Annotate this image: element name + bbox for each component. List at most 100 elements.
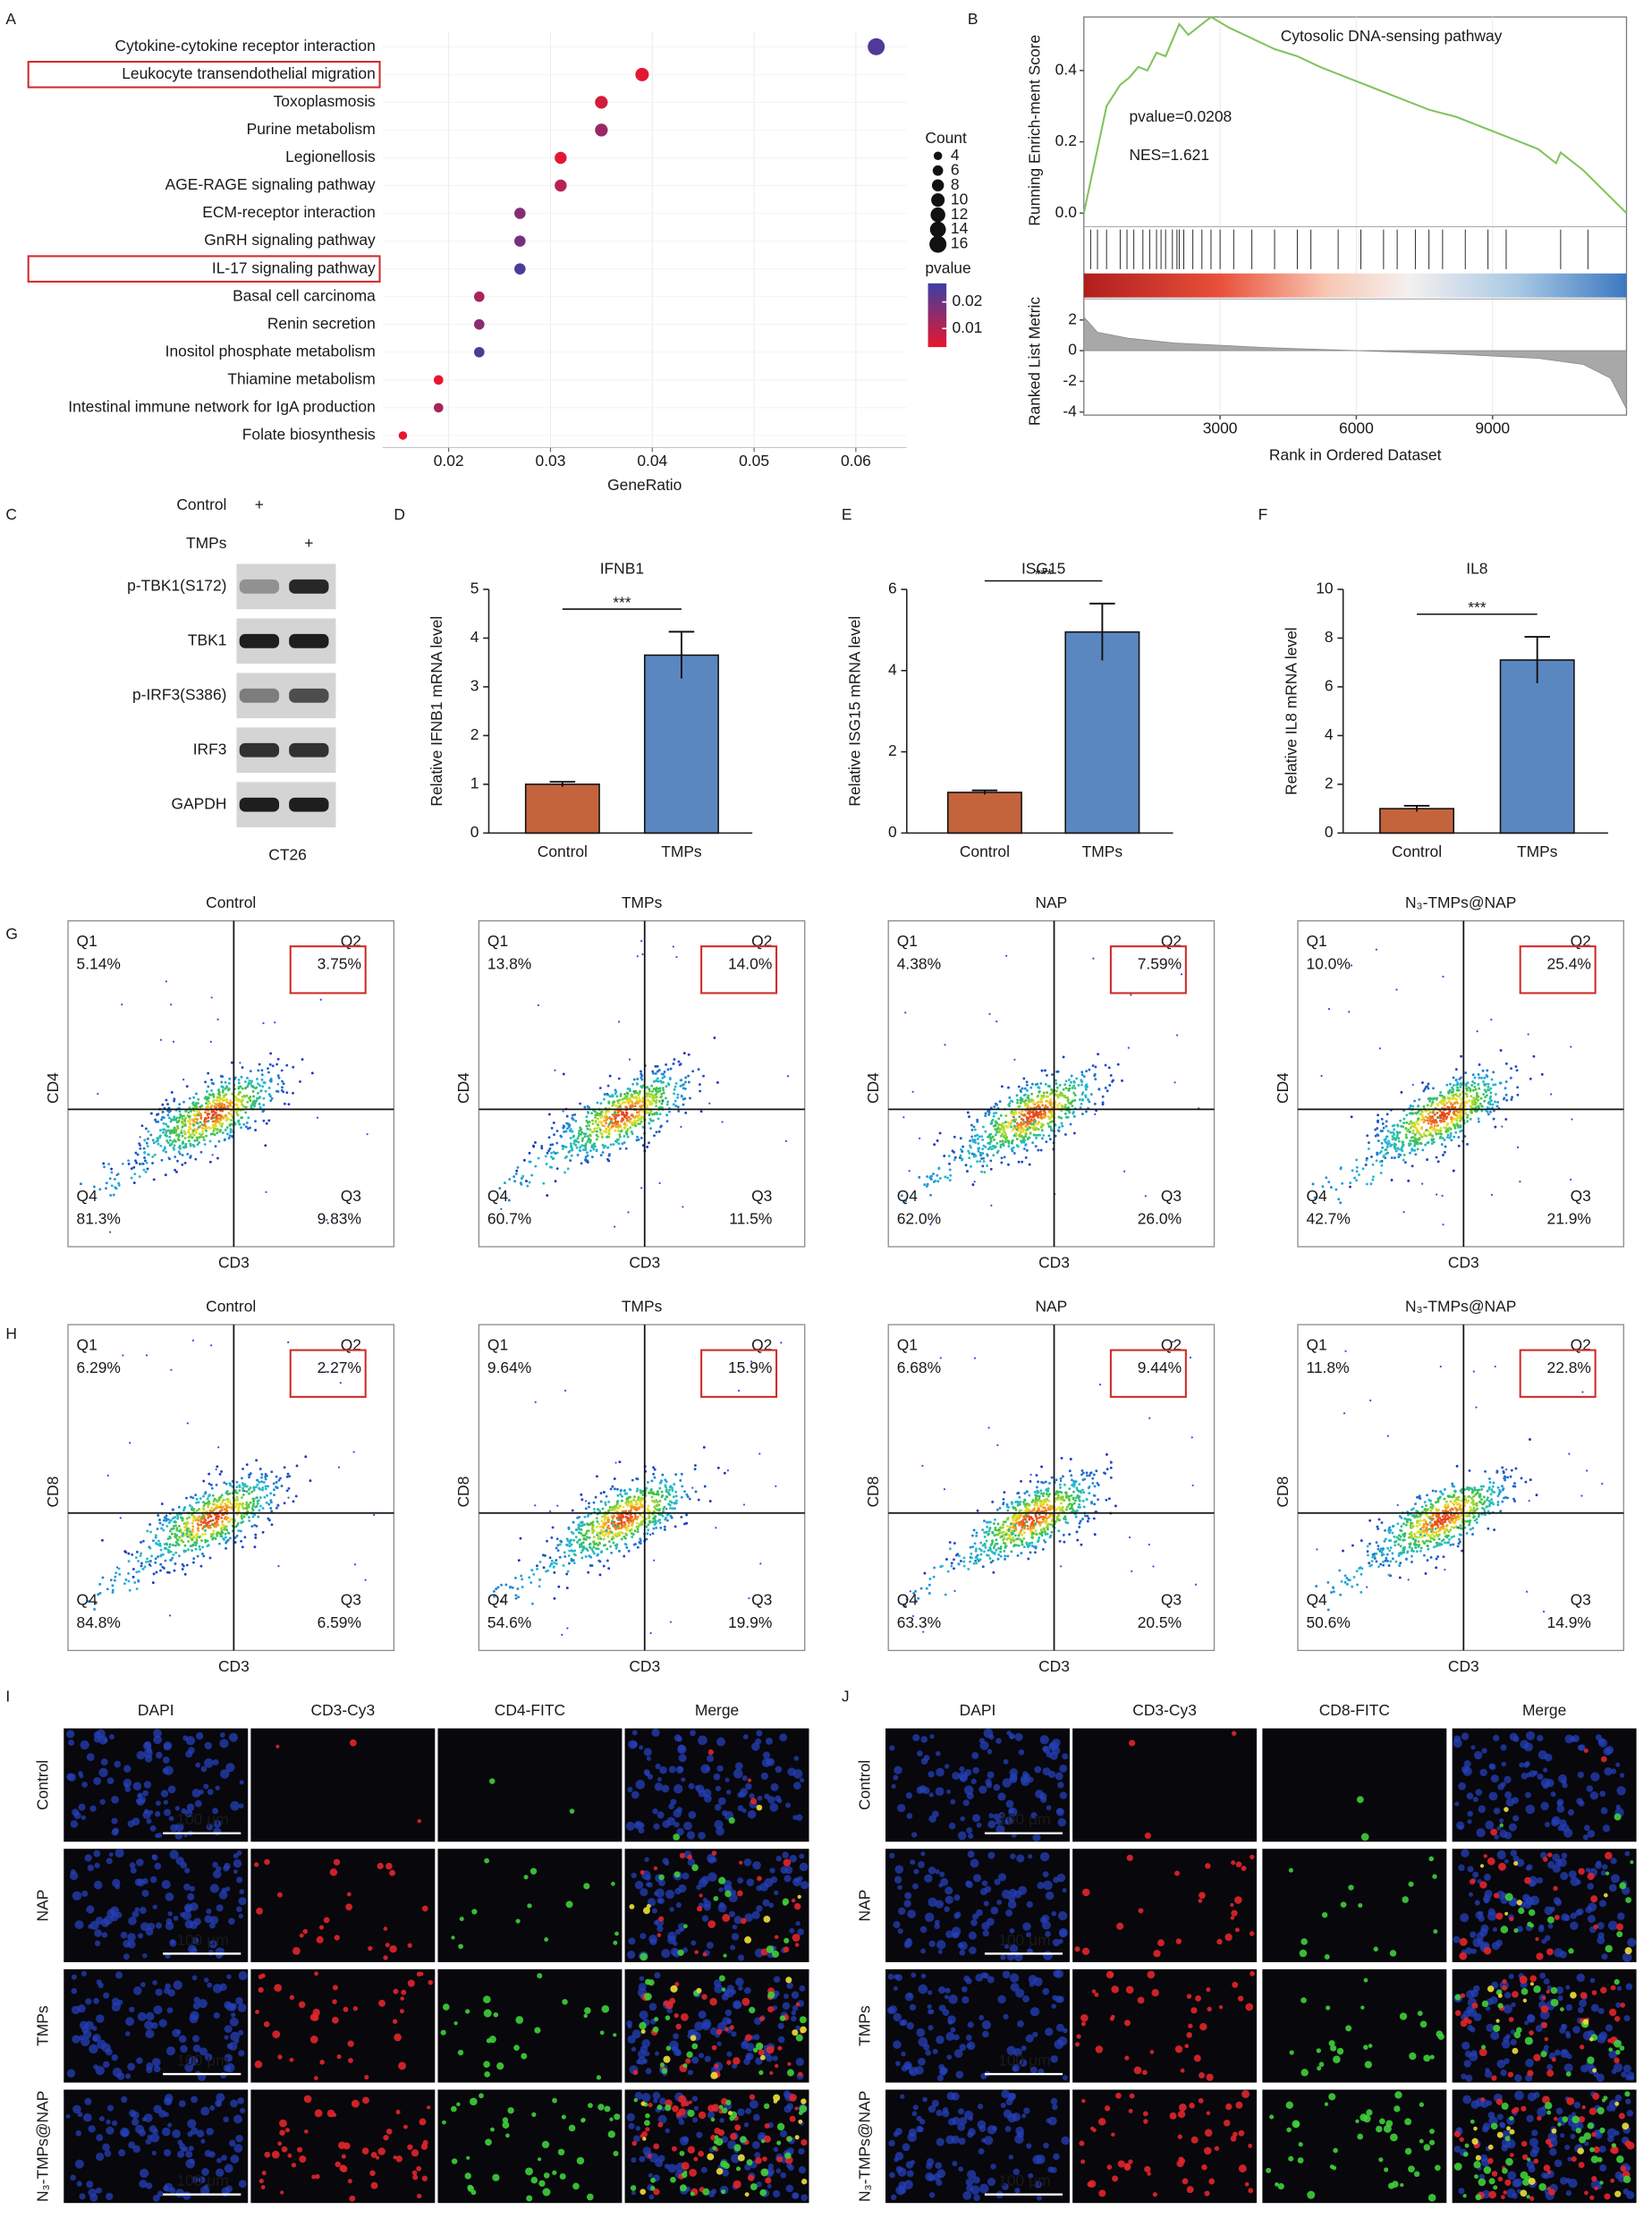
- cell-event: [1024, 1103, 1027, 1105]
- cell-event: [1051, 1073, 1054, 1076]
- cell-event: [246, 1463, 249, 1466]
- cell-event: [565, 1544, 568, 1546]
- cell-event: [1043, 1092, 1046, 1095]
- cell-event: [236, 1100, 239, 1103]
- cell-event: [1383, 1127, 1385, 1130]
- cell-event: [600, 1116, 603, 1119]
- cell-event: [174, 1169, 176, 1172]
- cell-event: [187, 1130, 190, 1133]
- cell-event: [597, 1537, 599, 1539]
- cell-event: [258, 1063, 261, 1066]
- cell-event: [647, 1481, 649, 1484]
- cell-event: [584, 1516, 587, 1519]
- cell-event: [1514, 1065, 1517, 1068]
- cell-event: [517, 1596, 520, 1598]
- cell-event: [210, 1536, 213, 1538]
- cell-event: [167, 1130, 170, 1132]
- cell-event: [1024, 1125, 1027, 1128]
- cell-event: [607, 1533, 610, 1536]
- cell-event: [1427, 1117, 1429, 1120]
- cell-event: [664, 1076, 666, 1079]
- cell-event: [585, 1555, 588, 1558]
- cell-event: [132, 1166, 135, 1169]
- cell-event: [1349, 1181, 1351, 1184]
- cell-event: [159, 1145, 162, 1147]
- cell-event: [1072, 1085, 1075, 1088]
- cell-event: [565, 1122, 568, 1125]
- cell-event: [217, 1446, 219, 1448]
- cell-event: [214, 1133, 216, 1136]
- cell-event: [677, 1110, 680, 1113]
- cell-event: [197, 1523, 199, 1526]
- cell-event: [684, 1080, 687, 1083]
- cell-event: [1070, 1081, 1072, 1084]
- cell-event: [990, 1205, 992, 1206]
- cell-event: [1490, 1091, 1493, 1094]
- cell-event: [1397, 1137, 1400, 1139]
- cell-event: [1483, 1077, 1486, 1079]
- cell-event: [241, 1101, 243, 1104]
- cell-event: [1480, 1097, 1483, 1100]
- cell-event: [1471, 1080, 1474, 1083]
- cell-event: [1021, 1528, 1023, 1531]
- cell-event: [281, 1089, 284, 1092]
- x-tick-label: TMPs: [1082, 842, 1123, 860]
- cell-event: [223, 1104, 225, 1106]
- cell-event: [653, 1080, 656, 1083]
- cell-event: [228, 1506, 231, 1509]
- cell-event: [665, 1490, 668, 1493]
- cell-event: [208, 1102, 211, 1105]
- cell-event: [187, 1111, 190, 1113]
- cell-event: [1029, 1164, 1031, 1166]
- cell-event: [1443, 1096, 1445, 1098]
- cell-event: [1432, 1097, 1435, 1100]
- cell-event: [1389, 1131, 1392, 1134]
- cell-event: [241, 1088, 244, 1090]
- cell-event: [589, 1121, 591, 1123]
- cell-event: [238, 1123, 241, 1126]
- cell-event: [566, 1537, 569, 1540]
- cell-event: [665, 1508, 667, 1510]
- cell-event: [200, 1565, 203, 1568]
- cell-event: [1040, 1466, 1043, 1469]
- cell-event: [548, 1136, 551, 1139]
- cell-event: [1351, 1115, 1353, 1118]
- cell-event: [1036, 1520, 1038, 1523]
- cell-event: [1442, 1154, 1444, 1156]
- panel-label: E: [842, 505, 852, 523]
- cell-event: [612, 1101, 614, 1104]
- cell-event: [1510, 1098, 1512, 1101]
- cell-event: [607, 1501, 610, 1503]
- cell-event: [623, 1525, 625, 1528]
- cell-event: [168, 1136, 171, 1139]
- cell-event: [261, 1085, 264, 1088]
- cell-event: [532, 1573, 535, 1576]
- cell-event: [1038, 1134, 1041, 1137]
- cell-event: [1416, 1122, 1419, 1125]
- cell-event: [1018, 1086, 1021, 1088]
- quadrant-name: Q1: [77, 1335, 97, 1353]
- cell-event: [679, 1063, 682, 1066]
- cell-event: [581, 1548, 584, 1551]
- cell-event: [1064, 1113, 1067, 1115]
- y-tick-label: 4: [1325, 725, 1334, 743]
- cell-event: [182, 1568, 184, 1570]
- cell-event: [1094, 1103, 1097, 1105]
- category-label: Folate biosynthesis: [242, 426, 376, 444]
- cell-event: [1387, 1140, 1390, 1143]
- cell-event: [271, 1523, 274, 1526]
- cell-event: [178, 1120, 181, 1122]
- cell-event: [615, 1095, 618, 1097]
- cell-event: [1341, 1182, 1343, 1185]
- cell-event: [1486, 1069, 1488, 1071]
- blot-band: [240, 689, 279, 703]
- quadrant-percent: 42.7%: [1306, 1209, 1350, 1227]
- cell-event: [1456, 1120, 1459, 1122]
- cell-event: [601, 1136, 604, 1139]
- cell-event: [542, 1182, 545, 1185]
- cell-event: [261, 1486, 264, 1489]
- cell-event: [1453, 1112, 1455, 1114]
- blot-band: [289, 743, 328, 758]
- cell-event: [645, 1526, 648, 1528]
- cell-event: [615, 1544, 618, 1546]
